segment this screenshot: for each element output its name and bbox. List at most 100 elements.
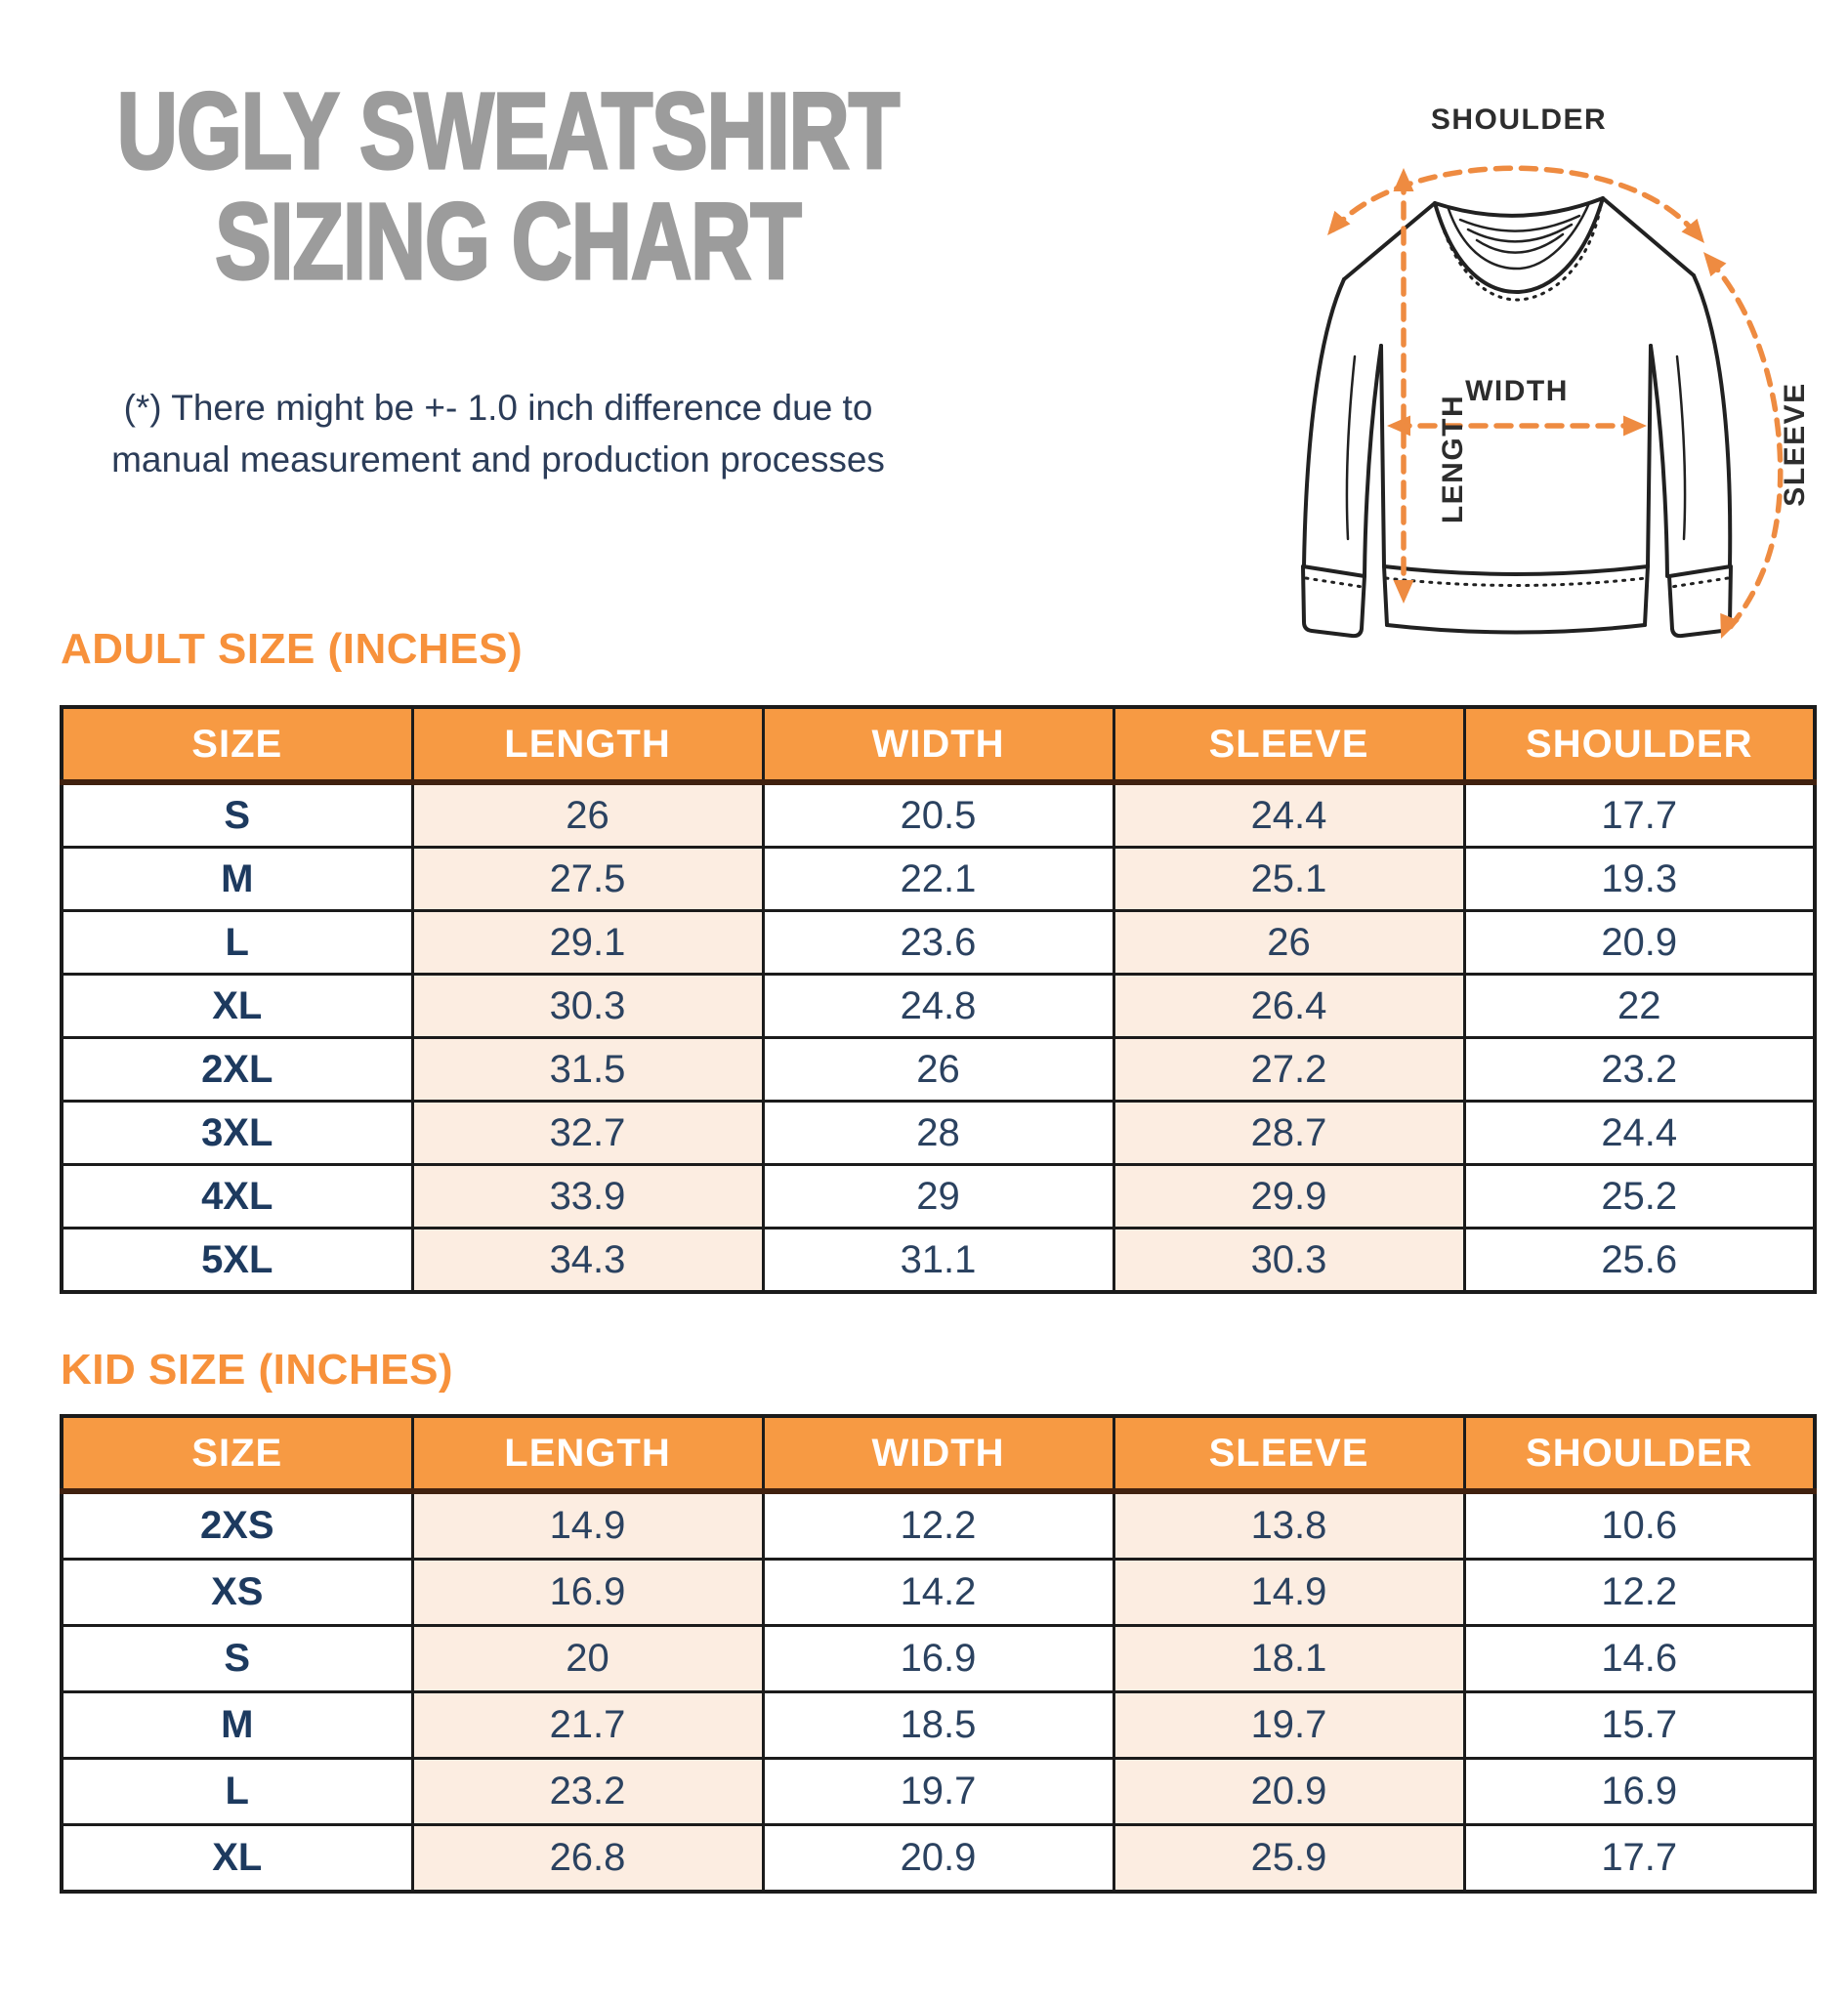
value-cell: 31.5 xyxy=(410,1036,765,1103)
value-cell: 34.3 xyxy=(410,1227,765,1294)
shoulder-measure-arrow xyxy=(1327,165,1704,243)
page-title: UGLY SWEATSHIRT SIZING CHART xyxy=(24,71,991,297)
width-measure-arrow xyxy=(1387,415,1647,437)
value-cell: 19.7 xyxy=(1112,1690,1466,1760)
size-cell: L xyxy=(60,1757,414,1826)
width-label: WIDTH xyxy=(1465,375,1569,407)
size-cell: XS xyxy=(60,1558,414,1627)
header-row: SIZE LENGTH WIDTH SLEEVE SHOULDER xyxy=(60,705,1817,785)
value-cell: 33.9 xyxy=(410,1163,765,1229)
value-cell: 24.4 xyxy=(1462,1100,1817,1166)
value-cell: 20 xyxy=(410,1624,765,1693)
size-cell: XL xyxy=(60,973,414,1039)
value-cell: 26.8 xyxy=(410,1823,765,1894)
table-row: L 23.2 19.7 20.9 16.9 xyxy=(60,1757,1817,1826)
value-cell: 25.6 xyxy=(1462,1227,1817,1294)
value-cell: 30.3 xyxy=(1112,1227,1466,1294)
note-line1: (*) There might be +- 1.0 inch differenc… xyxy=(123,388,873,428)
value-cell: 28 xyxy=(761,1100,1115,1166)
value-cell: 17.7 xyxy=(1462,780,1817,849)
value-cell: 22.1 xyxy=(761,846,1115,912)
column-header-width: WIDTH xyxy=(761,1414,1115,1494)
value-cell: 24.4 xyxy=(1112,780,1466,849)
value-cell: 25.1 xyxy=(1112,846,1466,912)
size-cell: M xyxy=(60,846,414,912)
size-cell: 4XL xyxy=(60,1163,414,1229)
value-cell: 26 xyxy=(410,780,765,849)
sleeve-label: SLEEVE xyxy=(1779,382,1811,506)
value-cell: 17.7 xyxy=(1462,1823,1817,1894)
value-cell: 20.5 xyxy=(761,780,1115,849)
value-cell: 14.9 xyxy=(1112,1558,1466,1627)
size-cell: 2XL xyxy=(60,1036,414,1103)
table-row: XS 16.9 14.2 14.9 12.2 xyxy=(60,1558,1817,1627)
size-cell: S xyxy=(60,780,414,849)
table-row: 2XL 31.5 26 27.2 23.2 xyxy=(60,1036,1817,1103)
value-cell: 31.1 xyxy=(761,1227,1115,1294)
value-cell: 14.2 xyxy=(761,1558,1115,1627)
table-row: 5XL 34.3 31.1 30.3 25.6 xyxy=(60,1227,1817,1294)
value-cell: 16.9 xyxy=(1462,1757,1817,1826)
sleeve-measure-arrow xyxy=(1703,252,1784,639)
value-cell: 21.7 xyxy=(410,1690,765,1760)
value-cell: 18.1 xyxy=(1112,1624,1466,1693)
column-header-shoulder: SHOULDER xyxy=(1462,705,1817,785)
size-cell: XL xyxy=(60,1823,414,1894)
column-header-length: LENGTH xyxy=(410,705,765,785)
value-cell: 15.7 xyxy=(1462,1690,1817,1760)
table-row: M 27.5 22.1 25.1 19.3 xyxy=(60,846,1817,912)
value-cell: 24.8 xyxy=(761,973,1115,1039)
length-label: LENGTH xyxy=(1437,395,1469,523)
value-cell: 20.9 xyxy=(761,1823,1115,1894)
kid-size-heading: KID SIZE (INCHES) xyxy=(61,1346,454,1394)
header-row: SIZE LENGTH WIDTH SLEEVE SHOULDER xyxy=(60,1414,1817,1494)
column-header-sleeve: SLEEVE xyxy=(1112,705,1466,785)
value-cell: 32.7 xyxy=(410,1100,765,1166)
value-cell: 29.9 xyxy=(1112,1163,1466,1229)
value-cell: 18.5 xyxy=(761,1690,1115,1760)
table-row: 4XL 33.9 29 29.9 25.2 xyxy=(60,1163,1817,1229)
table-row: 3XL 32.7 28 28.7 24.4 xyxy=(60,1100,1817,1166)
sweatshirt-outline-drawing xyxy=(1301,196,1733,639)
table-row: 2XS 14.9 12.2 13.8 10.6 xyxy=(60,1489,1817,1561)
column-header-size: SIZE xyxy=(60,705,414,785)
value-cell: 23.6 xyxy=(761,909,1115,976)
table-row: L 29.1 23.6 26 20.9 xyxy=(60,909,1817,976)
value-cell: 27.2 xyxy=(1112,1036,1466,1103)
value-cell: 29 xyxy=(761,1163,1115,1229)
value-cell: 26 xyxy=(1112,909,1466,976)
value-cell: 22 xyxy=(1462,973,1817,1039)
value-cell: 14.9 xyxy=(410,1489,765,1561)
value-cell: 20.9 xyxy=(1112,1757,1466,1826)
table-row: M 21.7 18.5 19.7 15.7 xyxy=(60,1690,1817,1760)
shoulder-label: SHOULDER xyxy=(1431,104,1607,136)
value-cell: 12.2 xyxy=(1462,1558,1817,1627)
column-header-size: SIZE xyxy=(60,1414,414,1494)
size-cell: L xyxy=(60,909,414,976)
value-cell: 10.6 xyxy=(1462,1489,1817,1561)
measurement-note: (*) There might be +- 1.0 inch differenc… xyxy=(15,383,982,485)
table-row: S 26 20.5 24.4 17.7 xyxy=(60,780,1817,849)
value-cell: 19.7 xyxy=(761,1757,1115,1826)
value-cell: 25.2 xyxy=(1462,1163,1817,1229)
value-cell: 26.4 xyxy=(1112,973,1466,1039)
note-line2: manual measurement and production proces… xyxy=(111,438,885,479)
length-measure-arrow xyxy=(1393,168,1414,604)
value-cell: 27.5 xyxy=(410,846,765,912)
page-title-line1: UGLY SWEATSHIRT xyxy=(116,71,902,192)
column-header-length: LENGTH xyxy=(410,1414,765,1494)
column-header-shoulder: SHOULDER xyxy=(1462,1414,1817,1494)
value-cell: 23.2 xyxy=(410,1757,765,1826)
size-cell: S xyxy=(60,1624,414,1693)
size-cell: M xyxy=(60,1690,414,1760)
size-cell: 3XL xyxy=(60,1100,414,1166)
value-cell: 30.3 xyxy=(410,973,765,1039)
value-cell: 19.3 xyxy=(1462,846,1817,912)
value-cell: 23.2 xyxy=(1462,1036,1817,1103)
value-cell: 13.8 xyxy=(1112,1489,1466,1561)
value-cell: 25.9 xyxy=(1112,1823,1466,1894)
table-row: XL 26.8 20.9 25.9 17.7 xyxy=(60,1823,1817,1894)
size-cell: 2XS xyxy=(60,1489,414,1561)
value-cell: 20.9 xyxy=(1462,909,1817,976)
